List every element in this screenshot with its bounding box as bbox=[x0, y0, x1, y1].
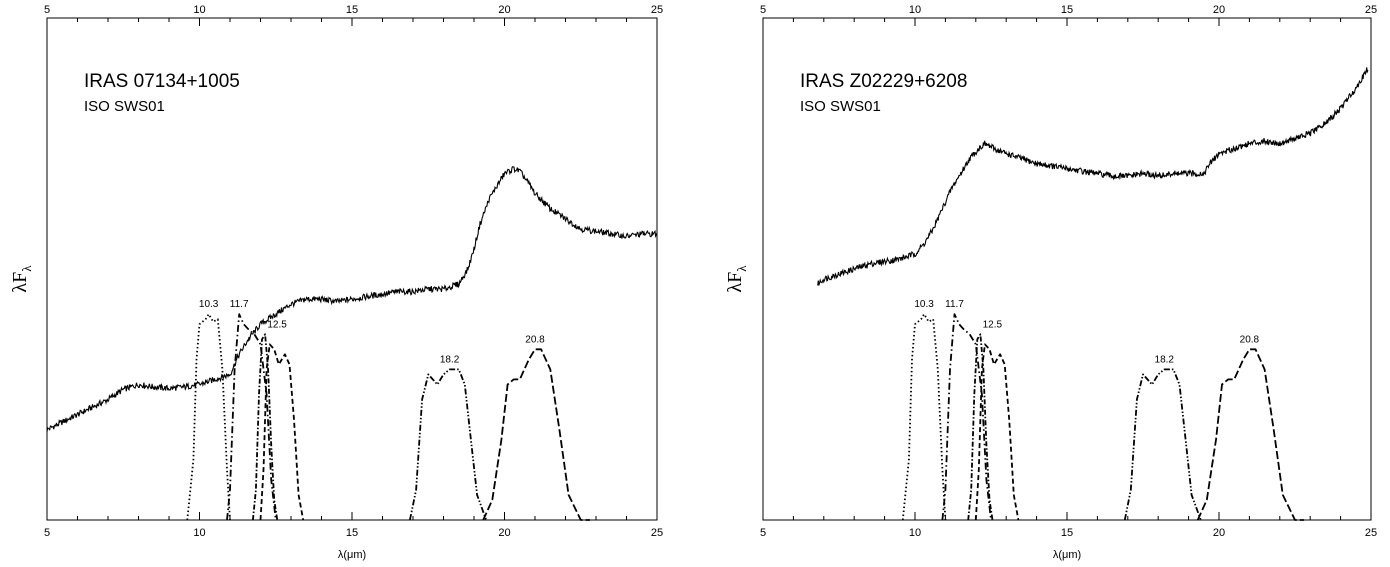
x-axis-label: λ(μm) bbox=[1053, 549, 1081, 561]
bottom-tick-label: 25 bbox=[1365, 527, 1377, 539]
filter-label: 12.5 bbox=[267, 319, 287, 330]
x-axis-label: λ(μm) bbox=[338, 549, 366, 561]
spectrum-line bbox=[817, 67, 1369, 286]
chart-title: IRAS 07134+1005 bbox=[84, 71, 240, 92]
filter-label: 10.3 bbox=[914, 299, 934, 310]
chart-panel-2: 5 5 10 10 15 15 20 20 25 25 λ(μm) λFλ IRAS Z02229+62… bbox=[724, 4, 1377, 561]
filter-curve-11.7 bbox=[226, 313, 277, 521]
bottom-tick-label: 15 bbox=[1061, 527, 1073, 539]
bottom-tick-label: 20 bbox=[1213, 527, 1225, 539]
bottom-tick-label: 25 bbox=[651, 527, 663, 539]
chart-panel-1: 5 5 10 10 15 15 20 20 25 25 λ(μm) λFλ IRAS 07134+100… bbox=[9, 4, 663, 561]
top-tick-label: 5 bbox=[44, 4, 50, 16]
top-tick-label: 15 bbox=[1061, 4, 1073, 16]
filter-label: 10.3 bbox=[199, 299, 219, 310]
top-tick-label: 25 bbox=[1365, 4, 1377, 16]
top-tick-label: 10 bbox=[193, 4, 205, 16]
y-axis-label-main: λF bbox=[9, 272, 31, 293]
filter-curve-20.8 bbox=[482, 348, 590, 521]
y-axis-label-subscript: λ bbox=[19, 265, 34, 272]
filter-curve-band bbox=[259, 343, 305, 521]
filter-curve-12.5 bbox=[252, 333, 279, 521]
top-tick-label: 15 bbox=[346, 4, 358, 16]
top-tick-label: 20 bbox=[498, 4, 510, 16]
filter-label: 20.8 bbox=[525, 334, 545, 345]
top-tick-label: 10 bbox=[909, 4, 921, 16]
y-axis-label: λFλ bbox=[9, 265, 34, 293]
bottom-tick-label: 15 bbox=[346, 527, 358, 539]
filter-label: 20.8 bbox=[1240, 334, 1260, 345]
filter-curve-18.2 bbox=[409, 368, 488, 521]
y-axis-label: λFλ bbox=[724, 265, 749, 293]
filter-curve-10.3 bbox=[186, 313, 231, 521]
bottom-tick-label: 20 bbox=[498, 527, 510, 539]
filter-label: 18.2 bbox=[1155, 354, 1175, 365]
chart-subtitle: ISO SWS01 bbox=[84, 98, 165, 115]
top-tick-label: 25 bbox=[651, 4, 663, 16]
filter-curve-20.8 bbox=[1196, 348, 1305, 521]
filter-curve-band bbox=[974, 343, 1020, 521]
bottom-tick-label: 10 bbox=[909, 527, 921, 539]
top-tick-label: 20 bbox=[1213, 4, 1225, 16]
spectrum-line bbox=[46, 166, 658, 432]
bottom-tick-label: 5 bbox=[760, 527, 766, 539]
y-axis-label-main: λF bbox=[724, 272, 746, 293]
filter-curve-11.7 bbox=[941, 313, 992, 521]
y-axis-label-subscript: λ bbox=[734, 265, 749, 272]
filter-curve-12.5 bbox=[967, 333, 994, 521]
plot-frame bbox=[46, 17, 658, 521]
filter-label: 11.7 bbox=[230, 299, 249, 310]
chart-title: IRAS Z02229+6208 bbox=[800, 71, 967, 92]
filter-label: 18.2 bbox=[440, 354, 460, 365]
filter-curve-18.2 bbox=[1123, 368, 1202, 521]
filter-curve-10.3 bbox=[901, 313, 947, 521]
bottom-tick-label: 5 bbox=[44, 527, 50, 539]
filter-label: 11.7 bbox=[945, 299, 964, 310]
bottom-tick-label: 10 bbox=[193, 527, 205, 539]
filter-label: 12.5 bbox=[983, 319, 1003, 330]
top-tick-label: 5 bbox=[760, 4, 766, 16]
chart-subtitle: ISO SWS01 bbox=[800, 98, 881, 115]
